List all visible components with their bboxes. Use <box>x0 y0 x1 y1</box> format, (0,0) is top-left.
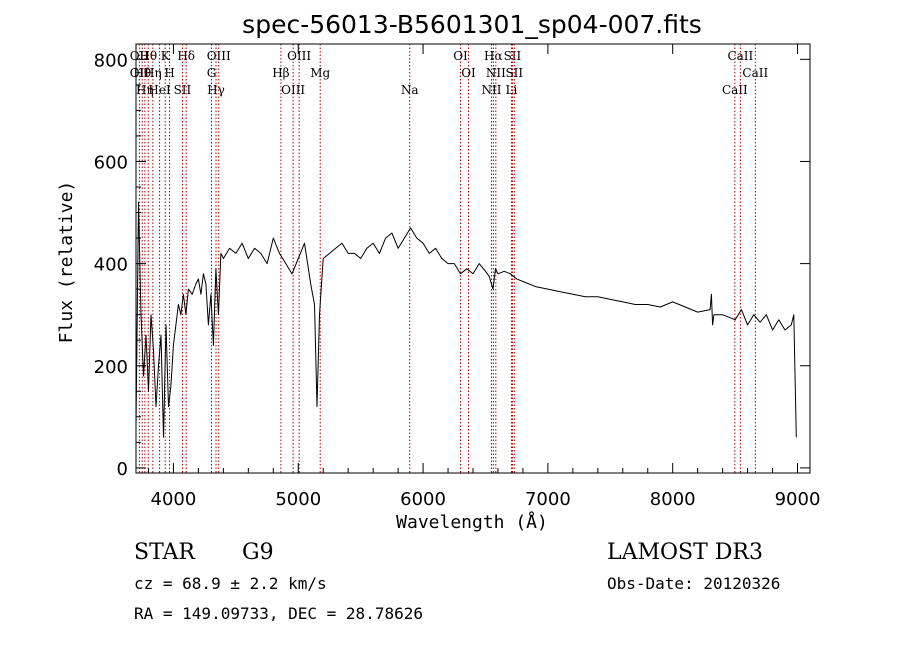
line-label: SII <box>174 83 192 97</box>
chart-title: spec-56013-B5601301_sp04-007.fits <box>242 10 702 39</box>
line-label: OIII <box>207 49 231 63</box>
x-tick-label: 4000 <box>151 489 197 510</box>
y-tick-label: 800 <box>94 50 128 71</box>
line-label: Na <box>401 83 419 97</box>
line-label: OIII <box>281 83 305 97</box>
line-label: NII <box>481 83 501 97</box>
line-label: CaII <box>742 66 768 80</box>
line-label: Hα <box>484 49 503 63</box>
line-label: Hδ <box>177 49 195 63</box>
line-label: SII <box>504 49 522 63</box>
object-class: STAR <box>134 540 196 565</box>
x-tick-label: 6000 <box>400 489 446 510</box>
x-tick-label: 7000 <box>525 489 571 510</box>
line-label: Hβ <box>272 66 289 80</box>
x-tick-label: 5000 <box>275 489 321 510</box>
line-label: Li <box>506 83 518 97</box>
y-axis-label: Flux (relative) <box>56 181 77 344</box>
survey-name: LAMOST DR3 <box>607 540 763 565</box>
y-tick-label: 200 <box>94 357 128 378</box>
line-label: Hθ <box>133 66 151 80</box>
line-label: NII <box>486 66 506 80</box>
x-axis-label: Wavelength (Å) <box>396 511 548 533</box>
line-label: CaII <box>722 83 748 97</box>
y-tick-label: 600 <box>94 152 128 173</box>
spectrum-series <box>135 201 797 438</box>
spectral-lines: OIIOIIHθHηHθHηHeIKHSIIHδGHγOIIIHβOIIIOII… <box>130 44 768 473</box>
obs-date: Obs-Date: 20120326 <box>607 574 780 593</box>
line-label: G <box>207 66 217 80</box>
line-label: OI <box>453 49 468 63</box>
plot-frame <box>135 43 811 474</box>
line-label: K <box>161 49 171 63</box>
y-tick-label: 0 <box>117 459 128 480</box>
line-label: CaII <box>727 49 753 63</box>
x-tick-label: 9000 <box>775 489 821 510</box>
line-label: OI <box>461 66 476 80</box>
axes: 4000 5000 6000 7000 8000 9000 0 200 400 600 800 <box>94 44 821 510</box>
line-label: Hθ <box>139 49 157 63</box>
x-tick-label: 8000 <box>650 489 696 510</box>
line-label: Hγ <box>207 83 225 97</box>
line-label: SII <box>505 66 523 80</box>
line-label: OIII <box>287 49 311 63</box>
line-label: Hη <box>144 66 162 80</box>
line-label: Mg <box>310 66 330 80</box>
y-tick-label: 400 <box>94 255 128 276</box>
redshift-cz: cz = 68.9 ± 2.2 km/s <box>134 574 327 593</box>
line-label: HeI <box>148 83 171 97</box>
flux-series-line <box>135 201 797 438</box>
line-label: H <box>164 66 174 80</box>
coordinates: RA = 149.09733, DEC = 28.78626 <box>134 604 423 623</box>
object-subclass: G9 <box>242 540 274 565</box>
line-label: Hη <box>136 83 154 97</box>
